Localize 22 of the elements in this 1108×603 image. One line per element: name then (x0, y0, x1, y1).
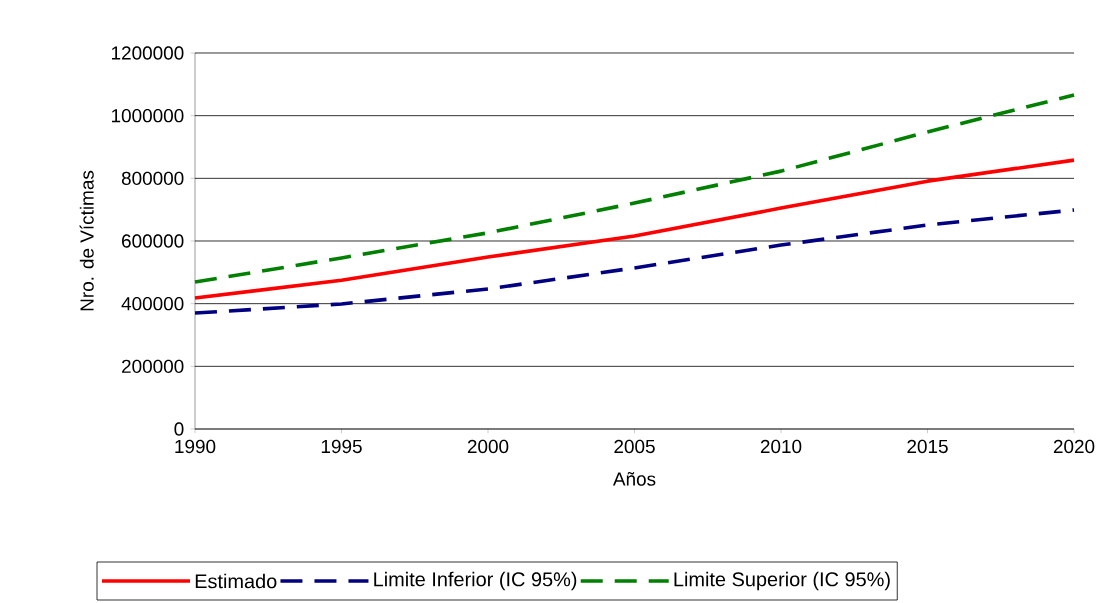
x-tick-label: 2015 (907, 439, 948, 454)
line-series (193, 208, 1076, 315)
legend-label: Estimado (195, 573, 277, 589)
x-tick-label: 1995 (321, 439, 362, 454)
y-tick-label: 400000 (121, 296, 184, 311)
x-tick-label: 2000 (467, 439, 509, 454)
line-series (193, 158, 1076, 300)
x-tick-label: 2020 (1053, 439, 1095, 454)
y-tick-label: 0 (174, 422, 184, 436)
y-tick-label: 800000 (121, 171, 184, 186)
y-tick-label: 200000 (122, 359, 184, 374)
x-tick-label: 2010 (760, 439, 802, 454)
x-axis-title: Años (612, 471, 656, 486)
legend-label: Limite Inferior (IC 95%) (374, 571, 577, 591)
x-tick-label: 2005 (614, 439, 655, 454)
x-tick-label: 1990 (175, 439, 216, 454)
y-tick-label: 1000000 (111, 108, 184, 123)
y-tick-label: 600000 (122, 234, 184, 248)
y-axis-title: Nro. de Víctimas (79, 170, 94, 311)
legend-label: Limite Superior (IC 95%) (674, 571, 890, 591)
y-tick-label: 1200000 (111, 46, 184, 60)
line-series (193, 93, 1076, 284)
